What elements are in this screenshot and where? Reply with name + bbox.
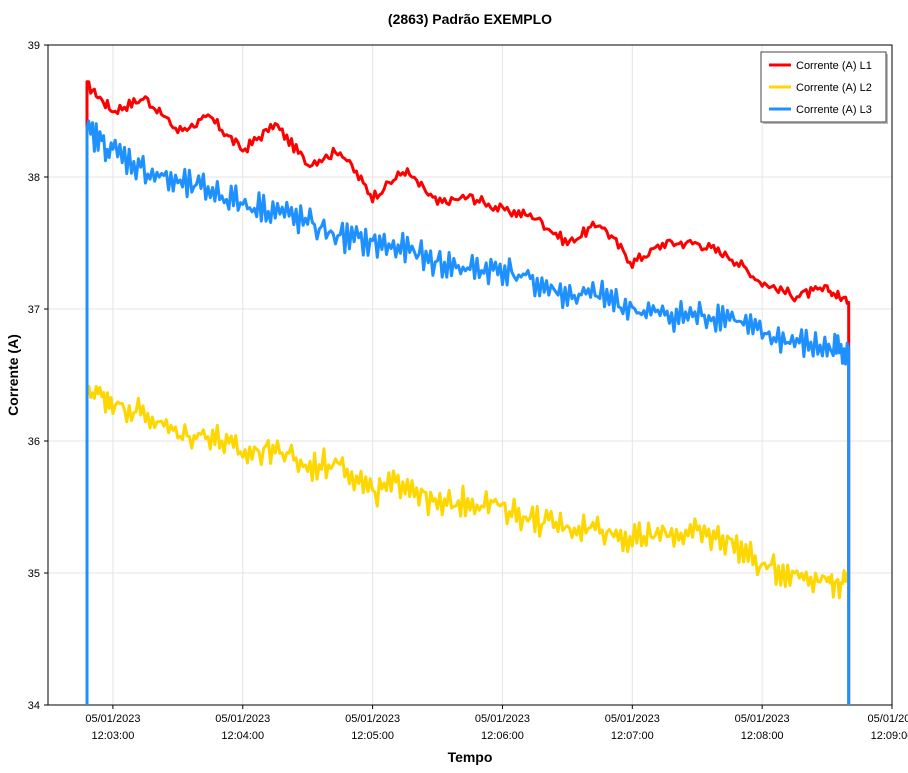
x-tick-date: 05/01/2023 bbox=[85, 713, 140, 725]
y-tick-label: 35 bbox=[28, 568, 40, 580]
x-tick-date: 05/01/2023 bbox=[605, 713, 660, 725]
x-tick-time: 12:06:00 bbox=[481, 730, 524, 742]
x-tick-date: 05/01/202 bbox=[868, 713, 908, 725]
x-tick-time: 12:03:00 bbox=[92, 730, 135, 742]
y-tick-label: 37 bbox=[28, 304, 40, 316]
x-tick-time: 12:04:00 bbox=[221, 730, 264, 742]
x-tick-time: 12:09:00 bbox=[871, 730, 908, 742]
legend-label: Corrente (A) L2 bbox=[796, 82, 872, 94]
series-line-3 bbox=[85, 119, 851, 705]
x-tick-date: 05/01/2023 bbox=[345, 713, 400, 725]
legend-label: Corrente (A) L1 bbox=[796, 60, 872, 72]
series-line-2 bbox=[85, 384, 851, 705]
x-tick-time: 12:05:00 bbox=[351, 730, 394, 742]
grid bbox=[48, 44, 893, 706]
x-tick-date: 05/01/2023 bbox=[475, 713, 530, 725]
x-tick-time: 12:08:00 bbox=[741, 730, 784, 742]
y-tick-label: 36 bbox=[28, 436, 40, 448]
x-tick-date: 05/01/2023 bbox=[215, 713, 270, 725]
chart-title: (2863) Padrão EXEMPLO bbox=[388, 11, 552, 27]
x-axis-label: Tempo bbox=[448, 749, 493, 765]
y-tick-label: 39 bbox=[28, 40, 40, 52]
x-tick-date: 05/01/2023 bbox=[735, 713, 790, 725]
series-layer bbox=[85, 80, 851, 705]
y-axis-label: Corrente (A) bbox=[5, 334, 21, 416]
axes: 34 35 36 37 38 39 05/01/2023 12:03:00 05/01/2023… bbox=[28, 40, 908, 742]
legend-label: Corrente (A) L3 bbox=[796, 104, 872, 116]
y-tick-label: 34 bbox=[28, 700, 40, 712]
plot-area bbox=[47, 44, 893, 706]
series-line-1 bbox=[85, 80, 851, 705]
y-tick-label: 38 bbox=[28, 172, 40, 184]
legend: Corrente (A) L1 Corrente (A) L2 Corrente (… bbox=[760, 51, 888, 124]
x-tick-time: 12:07:00 bbox=[611, 730, 654, 742]
